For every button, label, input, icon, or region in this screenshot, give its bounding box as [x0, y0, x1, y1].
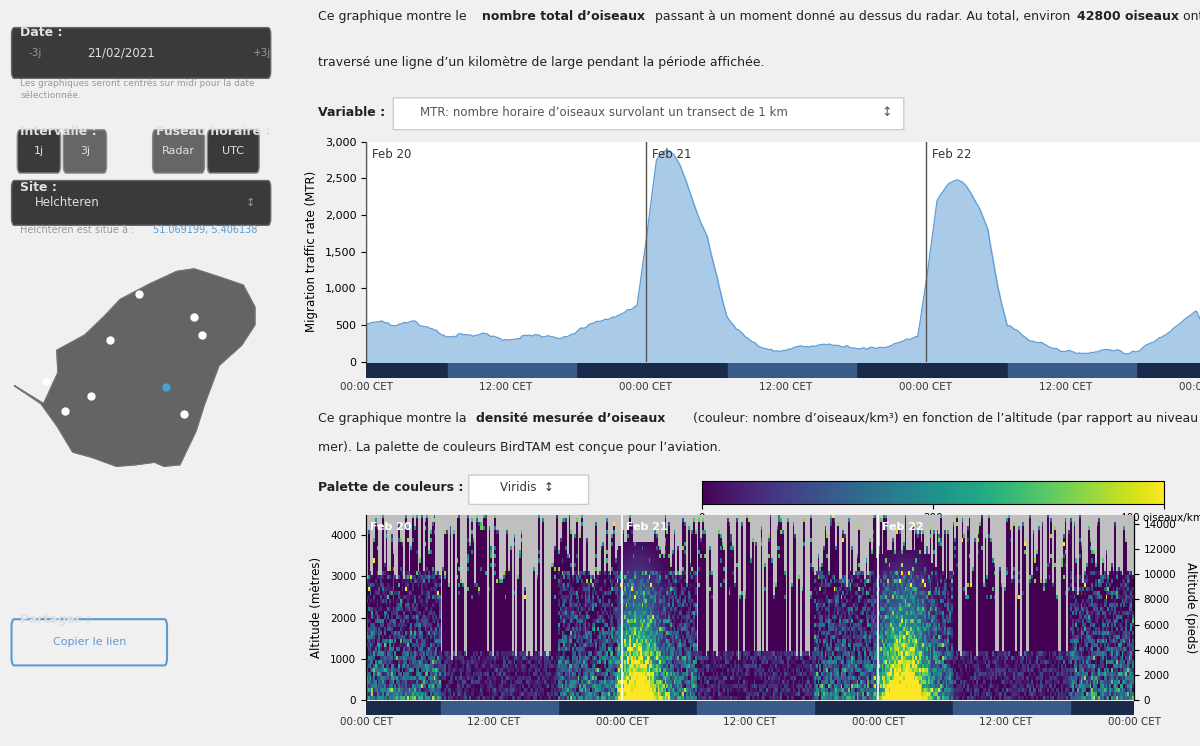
- Text: Helchteren: Helchteren: [35, 196, 100, 210]
- Text: 00:00 CET: 00:00 CET: [595, 717, 648, 727]
- Text: +3j: +3j: [253, 48, 271, 58]
- Text: passant à un moment donné au dessus du radar. Au total, environ: passant à un moment donné au dessus du r…: [650, 10, 1074, 22]
- Text: Feb 22: Feb 22: [882, 522, 924, 532]
- FancyBboxPatch shape: [152, 130, 204, 173]
- Y-axis label: Altitude (mètres): Altitude (mètres): [311, 557, 323, 658]
- FancyBboxPatch shape: [17, 130, 60, 173]
- Bar: [727, 363, 856, 378]
- Text: Les graphiques seront centrés sur midi pour la date
sélectionnée.: Les graphiques seront centrés sur midi p…: [20, 78, 254, 100]
- Text: Fuseau horaire :: Fuseau horaire :: [156, 125, 270, 138]
- Bar: [953, 701, 1070, 715]
- Text: Copier le lien: Copier le lien: [53, 637, 126, 648]
- Bar: [576, 363, 727, 378]
- Text: 12:00 CET: 12:00 CET: [479, 382, 533, 392]
- Text: 12:00 CET: 12:00 CET: [760, 382, 812, 392]
- Text: 42800 oiseaux: 42800 oiseaux: [1078, 10, 1178, 22]
- Bar: [1070, 701, 1134, 715]
- Y-axis label: Migration traffic rate (MTR): Migration traffic rate (MTR): [305, 171, 318, 333]
- Text: 00:00 CET: 00:00 CET: [1108, 717, 1160, 727]
- Text: nombre total d’oiseaux: nombre total d’oiseaux: [482, 10, 646, 22]
- Text: Feb 21: Feb 21: [652, 148, 691, 160]
- Text: 00:00 CET: 00:00 CET: [619, 382, 672, 392]
- Text: 12:00 CET: 12:00 CET: [979, 717, 1033, 727]
- Text: Ce graphique montre la: Ce graphique montre la: [318, 412, 470, 424]
- Text: 00:00 CET: 00:00 CET: [1180, 382, 1200, 392]
- Text: Feb 20: Feb 20: [371, 522, 412, 532]
- FancyBboxPatch shape: [394, 98, 904, 130]
- Text: Feb 22: Feb 22: [932, 148, 971, 160]
- Text: UTC: UTC: [222, 146, 245, 157]
- Text: -3j: -3j: [29, 48, 42, 58]
- Text: Radar: Radar: [162, 146, 196, 157]
- Bar: [440, 701, 558, 715]
- Text: 12:00 CET: 12:00 CET: [724, 717, 776, 727]
- Bar: [1008, 363, 1136, 378]
- Text: 21/02/2021: 21/02/2021: [88, 46, 155, 60]
- Text: ont: ont: [1180, 10, 1200, 22]
- Text: Intervalle :: Intervalle :: [20, 125, 97, 138]
- Text: ↕: ↕: [882, 107, 892, 119]
- Text: 12:00 CET: 12:00 CET: [467, 717, 521, 727]
- Text: Date :: Date :: [20, 26, 62, 39]
- Text: 00:00 CET: 00:00 CET: [340, 382, 392, 392]
- Text: 00:00 CET: 00:00 CET: [340, 717, 392, 727]
- FancyBboxPatch shape: [12, 181, 271, 225]
- Text: Site :: Site :: [20, 181, 58, 193]
- Text: mer). La palette de couleurs BirdTAM est conçue pour l’aviation.: mer). La palette de couleurs BirdTAM est…: [318, 441, 721, 454]
- Text: (couleur: nombre d’oiseaux/km³) en fonction de l’altitude (par rapport au niveau: (couleur: nombre d’oiseaux/km³) en fonct…: [689, 412, 1200, 424]
- Bar: [856, 363, 1008, 378]
- Bar: [448, 363, 576, 378]
- Text: Palette de couleurs :: Palette de couleurs :: [318, 480, 463, 494]
- Polygon shape: [14, 269, 254, 466]
- Text: Helchteren est situé à :: Helchteren est situé à :: [20, 225, 138, 235]
- Text: 12:00 CET: 12:00 CET: [1039, 382, 1093, 392]
- Text: 3j: 3j: [80, 146, 90, 157]
- Text: Feb 20: Feb 20: [372, 148, 412, 160]
- Text: ↕: ↕: [246, 198, 256, 208]
- Text: traversé une ligne d’un kilomètre de large pendant la période affichée.: traversé une ligne d’un kilomètre de lar…: [318, 56, 764, 69]
- Text: Viridis  ↕: Viridis ↕: [500, 480, 553, 494]
- Bar: [814, 701, 953, 715]
- Text: MTR: nombre horaire d’oiseaux survolant un transect de 1 km: MTR: nombre horaire d’oiseaux survolant …: [420, 107, 787, 119]
- Text: 1j: 1j: [34, 146, 44, 157]
- Text: Feb 21: Feb 21: [626, 522, 668, 532]
- FancyBboxPatch shape: [469, 475, 589, 504]
- Text: Partager :: Partager :: [20, 613, 91, 626]
- Bar: [366, 701, 440, 715]
- Text: densité mesurée d’oiseaux: densité mesurée d’oiseaux: [476, 412, 665, 424]
- Bar: [697, 701, 814, 715]
- Bar: [1136, 363, 1200, 378]
- Bar: [558, 701, 697, 715]
- Text: 00:00 CET: 00:00 CET: [900, 382, 953, 392]
- FancyBboxPatch shape: [64, 130, 107, 173]
- Y-axis label: Altitude (pieds): Altitude (pieds): [1184, 562, 1198, 653]
- FancyBboxPatch shape: [12, 28, 271, 78]
- Text: Variable :: Variable :: [318, 107, 385, 119]
- Text: Ce graphique montre le: Ce graphique montre le: [318, 10, 470, 22]
- FancyBboxPatch shape: [208, 130, 259, 173]
- Bar: [366, 363, 448, 378]
- Text: 00:00 CET: 00:00 CET: [852, 717, 905, 727]
- Text: 51.069199, 5.406138: 51.069199, 5.406138: [152, 225, 257, 235]
